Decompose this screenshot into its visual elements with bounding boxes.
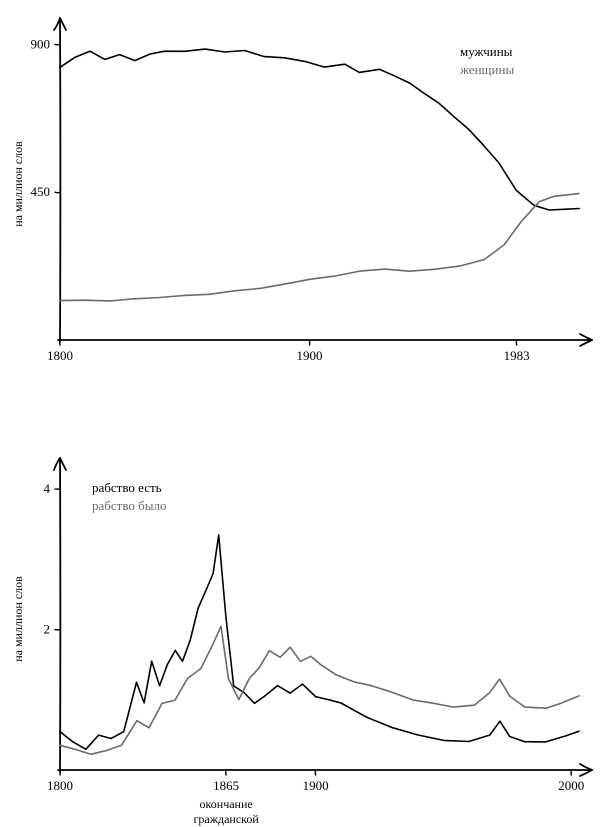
ytick-label: 900: [31, 36, 51, 51]
ytick-label: 4: [44, 481, 51, 496]
legend-item: рабство есть: [92, 480, 162, 495]
ytick-label: 450: [31, 184, 51, 199]
legend-item: женщины: [459, 62, 514, 77]
legend-item: мужчины: [460, 44, 513, 59]
series-slavery_was: [60, 626, 579, 754]
y-axis-label: на миллион слов: [11, 576, 25, 662]
xtick-label: 1983: [504, 348, 530, 363]
annotation-line: окончание: [200, 797, 253, 811]
y-axis-label: на миллион слов: [11, 141, 25, 227]
xtick-label: 1865: [213, 778, 239, 793]
legend-item: рабство было: [92, 498, 166, 513]
xtick-label: 1900: [303, 778, 329, 793]
arrowhead: [54, 18, 60, 30]
xtick-label: 1800: [47, 778, 73, 793]
ytick-label: 2: [44, 622, 51, 637]
series-slavery_is: [60, 535, 579, 749]
annotation-line: гражданской: [193, 812, 259, 826]
arrowhead: [54, 458, 60, 470]
xtick-label: 2000: [558, 778, 584, 793]
xtick-label: 1800: [47, 348, 73, 363]
figure-canvas: 450 900 1800 1900 1983 на миллион слов мужчины…: [0, 0, 600, 827]
series-women: [60, 194, 579, 301]
xtick-label: 1900: [297, 348, 323, 363]
